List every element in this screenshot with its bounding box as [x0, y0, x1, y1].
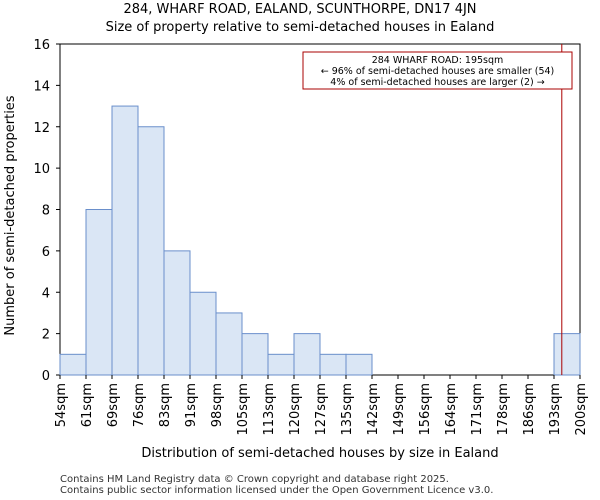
x-tick-label: 193sqm — [548, 383, 563, 436]
bar — [345, 353, 373, 376]
x-tick-label: 98sqm — [210, 383, 225, 427]
bar — [137, 126, 165, 376]
y-tick-label: 16 — [33, 38, 50, 53]
annotation-line: ← 96% of semi-detached houses are smalle… — [321, 66, 555, 77]
x-tick-label: 54sqm — [54, 383, 69, 427]
chart-subtitle: Size of property relative to semi-detach… — [105, 20, 495, 35]
x-tick-label: 156sqm — [418, 383, 433, 436]
y-tick-label: 12 — [33, 121, 50, 136]
bar — [85, 209, 113, 376]
x-tick-label: 171sqm — [470, 383, 485, 436]
x-tick-label: 142sqm — [366, 383, 381, 436]
x-tick-label: 76sqm — [132, 383, 147, 427]
y-axis-label: Number of semi-detached properties — [3, 95, 18, 335]
annotation-box — [302, 51, 573, 90]
x-tick-label: 83sqm — [158, 383, 173, 427]
y-tick-label: 4 — [42, 286, 50, 301]
y-tick-label: 6 — [42, 245, 50, 260]
x-tick-label: 200sqm — [574, 383, 589, 436]
y-tick-label: 10 — [33, 162, 50, 177]
bar — [319, 353, 347, 376]
footer-copyright: Contains HM Land Registry data © Crown c… — [60, 474, 449, 485]
bar — [163, 250, 191, 376]
x-tick-label: 135sqm — [340, 383, 355, 436]
x-tick-label: 178sqm — [496, 383, 511, 436]
x-axis-label: Distribution of semi-detached houses by … — [141, 446, 498, 461]
x-tick-label: 149sqm — [392, 383, 407, 436]
x-tick-label: 105sqm — [236, 383, 251, 436]
x-tick-label: 164sqm — [444, 383, 459, 436]
bar — [553, 333, 581, 376]
y-tick-label: 8 — [42, 204, 50, 219]
y-tick-label: 2 — [42, 328, 50, 343]
bar — [59, 353, 87, 376]
x-tick-label: 186sqm — [522, 383, 537, 436]
annotation-line: 284 WHARF ROAD: 195sqm — [372, 55, 504, 66]
x-tick-label: 120sqm — [288, 383, 303, 436]
x-tick-label: 113sqm — [262, 383, 277, 436]
x-tick-label: 91sqm — [184, 383, 199, 427]
footer-licence: Contains public sector information licen… — [60, 485, 494, 496]
x-tick-label: 127sqm — [314, 383, 329, 436]
y-tick-label: 0 — [42, 369, 50, 384]
bar — [215, 312, 243, 376]
annotation-line: 4% of semi-detached houses are larger (2… — [330, 77, 544, 88]
x-tick-label: 69sqm — [106, 383, 121, 427]
bar — [111, 105, 139, 376]
x-tick-label: 61sqm — [80, 383, 95, 427]
bar — [293, 333, 321, 376]
bar — [241, 333, 269, 376]
y-tick-label: 14 — [33, 79, 50, 94]
chart-title: 284, WHARF ROAD, EALAND, SCUNTHORPE, DN1… — [123, 2, 477, 17]
bar — [267, 353, 295, 376]
bar — [189, 291, 217, 376]
